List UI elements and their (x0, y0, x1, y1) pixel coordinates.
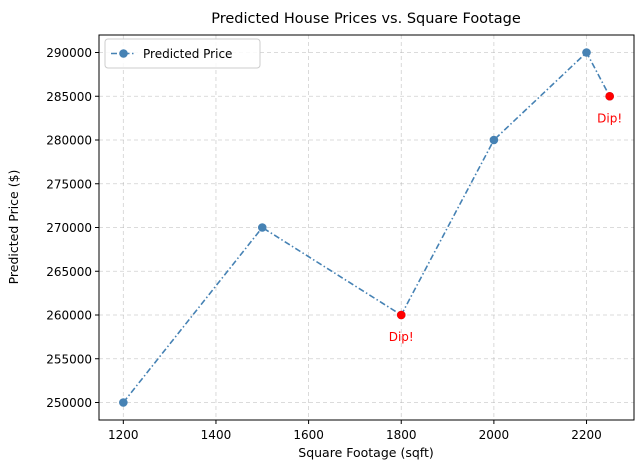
x-tick-label: 1600 (293, 428, 324, 442)
highlight-point (605, 91, 614, 101)
y-tick-label: 280000 (46, 134, 92, 148)
data-point (489, 135, 499, 145)
data-point (119, 398, 128, 407)
annotation-label: Dip! (389, 330, 414, 344)
y-tick-label: 250000 (46, 396, 92, 410)
legend-box (104, 38, 261, 69)
x-axis: 1200 1400 1600 1800 2000 2200 (108, 420, 602, 442)
y-tick-label: 255000 (46, 352, 92, 366)
legend-label: Predicted Price (143, 47, 232, 61)
grid-lines (99, 35, 634, 420)
y-tick-label: 290000 (46, 46, 92, 60)
y-axis: 250000 255000 260000 265000 270000 275000 2800… (46, 46, 99, 410)
data-point (257, 223, 267, 232)
y-tick-label: 265000 (46, 265, 92, 279)
x-tick-label: 1400 (201, 428, 232, 442)
x-tick-label: 1200 (108, 428, 139, 442)
y-tick-label: 270000 (46, 221, 92, 235)
x-tick-label: 1800 (386, 428, 417, 442)
y-axis-label: Predicted Price ($) (6, 170, 21, 285)
legend: Predicted Price (104, 38, 261, 69)
chart-title: Predicted House Prices vs. Square Footag… (211, 11, 521, 27)
y-tick-label: 275000 (46, 177, 92, 191)
x-tick-label: 2000 (479, 428, 510, 442)
highlight-point (396, 310, 406, 320)
y-tick-label: 260000 (46, 309, 92, 323)
annotation-label: Dip! (597, 111, 622, 125)
data-point (582, 48, 591, 57)
legend-marker (119, 49, 128, 58)
series-line (122, 51, 611, 403)
x-axis-label: Square Footage (sqft) (298, 445, 433, 460)
y-tick-label: 285000 (46, 90, 92, 104)
x-tick-label: 2200 (571, 428, 602, 442)
annotations: Dip! Dip! (389, 91, 622, 344)
